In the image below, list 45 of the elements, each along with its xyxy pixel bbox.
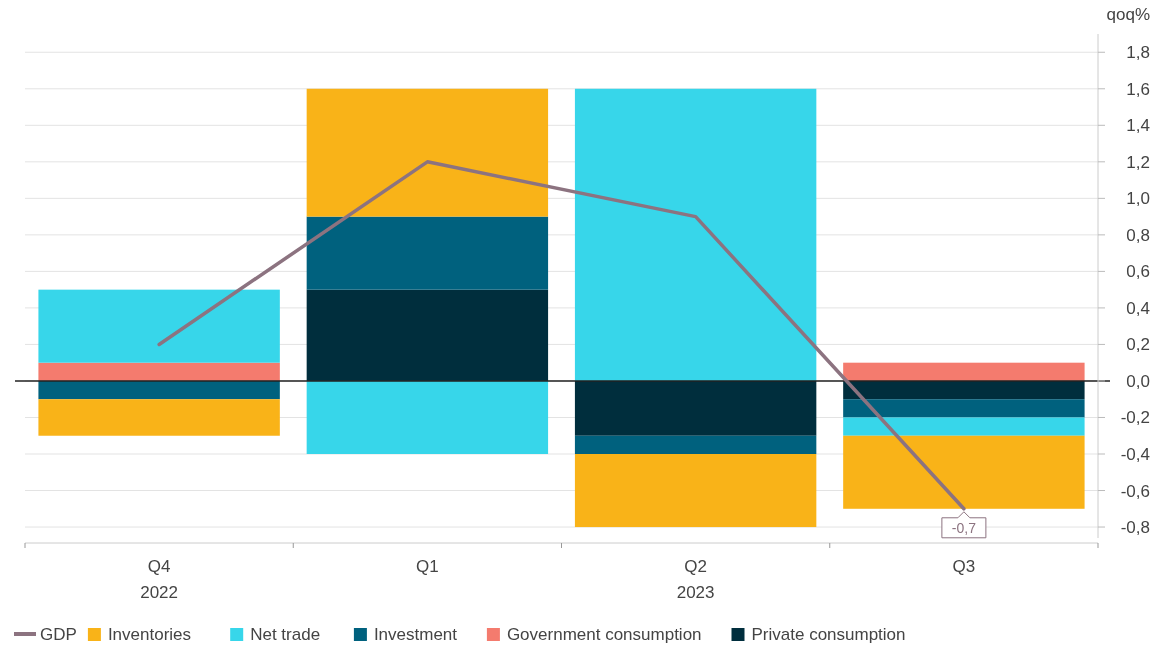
bar [843,380,1085,400]
x-tick-label: Q2 [684,557,707,576]
bar [38,289,280,363]
y-tick-label: -0,8 [1120,518,1150,538]
y-tick-label: -0,2 [1120,408,1150,428]
text: 2022 [140,583,179,602]
y-tick-label: 0,8 [1126,225,1150,245]
y-tick-label: 1,4 [1126,116,1150,136]
y-tick-label: 0,0 [1126,371,1150,391]
legend-label: Investment [373,625,458,644]
x-tick-label: Q3 [952,557,976,576]
y-tick-label: 1,6 [1126,79,1150,99]
bar [574,380,817,436]
bar [843,362,1085,381]
bar [574,454,817,528]
bar [306,216,549,290]
x-tick-label: Q1 [416,557,439,576]
legend-label: GDP [40,625,77,644]
bar [38,399,280,436]
legend-label: Government consumption [506,625,702,644]
y-tick-label: 0,4 [1126,298,1150,318]
legend-label: Net trade [250,625,321,644]
y-tick-label: 0,6 [1126,262,1150,282]
bar [306,289,549,381]
y-tick-label: -0,6 [1120,481,1150,501]
bar [306,88,549,217]
y-tick-label: 1,8 [1126,43,1150,63]
y-tick-label: 0,2 [1126,335,1150,355]
legend-label: Inventories [107,625,192,644]
y-tick-label: -0,4 [1120,445,1150,464]
bar [574,435,817,454]
bar [306,380,549,454]
y-tick-label: 1,2 [1126,152,1150,172]
y-tick-label: 1,0 [1126,189,1150,209]
text: 2023 [676,583,715,602]
y-axis-title: qoq% [1106,5,1150,24]
legend-label: Private consumption [751,625,906,644]
bar [843,417,1085,436]
bar [843,435,1085,509]
data-label: -0,7 [951,519,977,536]
x-tick-label: Q4 [147,557,171,576]
bar [843,399,1085,418]
bar [38,380,280,400]
bar [38,362,280,381]
bar [574,88,817,381]
